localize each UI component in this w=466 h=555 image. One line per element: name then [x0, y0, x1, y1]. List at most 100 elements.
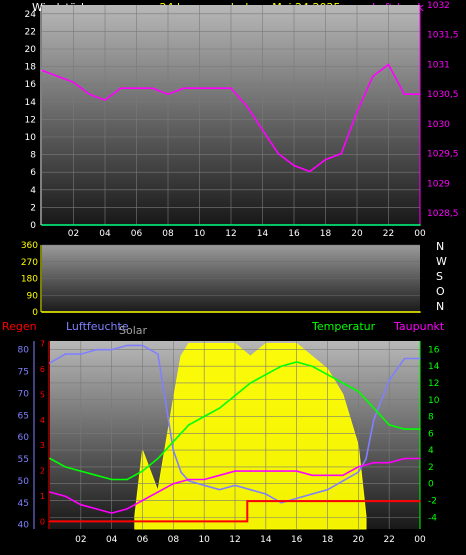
temperature-y-tick-label: 4 — [428, 446, 434, 456]
humidity-series-point — [403, 357, 406, 360]
compass-label: N — [436, 300, 444, 313]
temperature-series-point — [388, 424, 391, 426]
panel1-ticks: 02 04 06 08 10 12 14 16 18 20 22 000246810121416182… — [25, 1, 459, 239]
pressure-y-tick-label: 1032 — [427, 1, 450, 11]
pressure-series-point — [41, 69, 43, 72]
wind-y-tick-label: 16 — [25, 80, 37, 90]
dewpoint-series-point — [64, 495, 67, 498]
dewpoint-series-point — [188, 478, 190, 481]
pressure-series-point — [293, 164, 295, 167]
wind-direction-series-point — [419, 311, 421, 313]
pressure-series-point — [120, 87, 122, 89]
humidity-series-point — [342, 480, 344, 482]
temperature-series-point — [311, 365, 313, 368]
humidity-series-point — [49, 362, 51, 364]
pressure-y-tick-label: 1028,5 — [427, 209, 459, 219]
pressure-y-tick-label: 1030,5 — [427, 90, 459, 100]
humidity-series-point — [218, 488, 221, 491]
humidity-y-tick-label: 65 — [18, 411, 29, 421]
panel3-x-tick-label: 04 — [106, 535, 118, 545]
temperature-series-point — [188, 424, 190, 426]
pressure-y-tick-label: 1030 — [427, 120, 450, 130]
legend-solar: Solar — [119, 324, 148, 337]
legend-temperatur: Temperatur — [311, 320, 376, 333]
panel3-x-tick-label: 18 — [322, 535, 334, 545]
temperature-series-point — [265, 373, 267, 376]
wind-y-tick-label: 8 — [30, 151, 36, 161]
temperature-y-tick-label: 8 — [428, 413, 434, 423]
pressure-series-point — [151, 87, 154, 89]
dewpoint-series-point — [218, 474, 221, 477]
panel3-x-tick-label: 06 — [137, 535, 149, 545]
temperature-series-point — [95, 474, 98, 477]
temperature-series-point — [110, 478, 113, 481]
panel1-x-tick-label: 16 — [288, 229, 300, 239]
temperature-series-point — [64, 466, 67, 468]
rain-series-point — [246, 500, 249, 502]
pressure-series-point — [403, 93, 406, 95]
panel1-x-tick-label: 10 — [194, 229, 206, 239]
panel3-x-tick-label: 12 — [229, 535, 240, 545]
dewpoint-series-point — [311, 474, 313, 477]
dewpoint-series-point — [419, 457, 421, 460]
wind-speed-series-point — [41, 224, 43, 226]
wind-y-tick-label: 20 — [25, 45, 37, 55]
humidity-y-tick-label: 75 — [18, 368, 29, 378]
humidity-series-point — [357, 471, 360, 474]
temperature-series-point — [295, 361, 298, 363]
wind-y-tick-label: 22 — [25, 27, 36, 37]
rain-y-tick-label: 1 — [40, 492, 45, 501]
humidity-series-point — [157, 353, 159, 355]
humidity-y-tick-label: 50 — [18, 477, 30, 487]
wind-y-tick-label: 2 — [30, 203, 36, 213]
pressure-series-point — [246, 105, 248, 107]
panel1-grid — [42, 5, 421, 226]
pressure-series-point — [104, 99, 106, 101]
temperature-series-point — [141, 470, 144, 472]
humidity-series-point — [110, 348, 113, 351]
wind-y-tick-label: 4 — [30, 186, 36, 196]
temperature-series-point — [126, 478, 128, 481]
temperature-y-tick-label: -4 — [428, 513, 437, 523]
panel1-x-tick-label: 00 — [414, 229, 426, 239]
humidity-y-tick-label: 55 — [18, 455, 29, 465]
temperature-series-point — [49, 457, 51, 460]
direction-y-tick-label: 180 — [21, 275, 38, 285]
rain-y-tick-label: 5 — [40, 390, 45, 399]
rain-series-point — [49, 520, 51, 523]
panel3-x-tick-label: 20 — [353, 535, 365, 545]
temperature-series-point — [249, 382, 252, 384]
panel3-x-tick-label: 16 — [291, 535, 303, 545]
pressure-y-tick-label: 1031 — [427, 60, 450, 70]
temperature-series-point — [218, 407, 221, 409]
panel3-x-tick-label: 14 — [260, 535, 272, 545]
humidity-series-point — [234, 484, 236, 487]
dewpoint-series-point — [388, 461, 391, 464]
pressure-series-point — [340, 152, 343, 155]
temperature-y-tick-label: 12 — [428, 379, 439, 389]
humidity-series-point — [295, 497, 298, 500]
humidity-series-point — [64, 353, 67, 355]
pressure-series-point — [419, 93, 421, 95]
humidity-series-point — [326, 488, 329, 491]
dewpoint-series-point — [249, 470, 252, 472]
pressure-series-point — [183, 87, 185, 89]
wind-y-tick-label: 6 — [30, 168, 36, 178]
dewpoint-series-point — [172, 482, 175, 485]
rain-y-tick-label: 4 — [40, 416, 45, 425]
temperature-series-point — [280, 365, 283, 368]
dewpoint-series-point — [95, 508, 98, 510]
humidity-series-point — [95, 348, 98, 351]
wind-y-tick-label: 10 — [25, 133, 37, 143]
humidity-y-tick-label: 45 — [18, 499, 29, 509]
rain-y-tick-label: 0 — [40, 517, 45, 526]
panel3-x-tick-label: 08 — [168, 535, 180, 545]
compass-label: S — [436, 270, 443, 283]
pressure-y-tick-label: 1029,5 — [427, 150, 459, 160]
legend-luftfeuchte: Luftfeuchte — [66, 320, 129, 333]
dewpoint-series-point — [203, 478, 205, 481]
dewpoint-series-point — [234, 470, 236, 472]
humidity-series-point — [188, 480, 190, 482]
wind-direction-series-point — [41, 311, 43, 313]
